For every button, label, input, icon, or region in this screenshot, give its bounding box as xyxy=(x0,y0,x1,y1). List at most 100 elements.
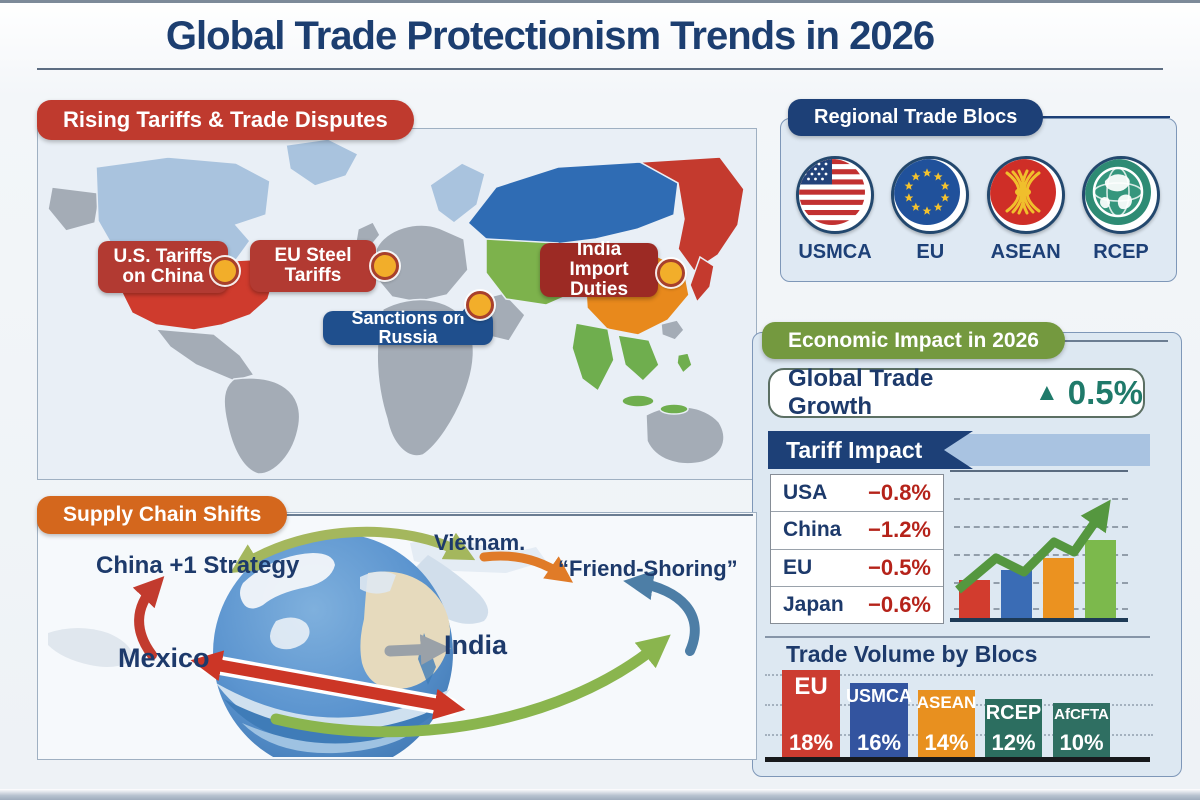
callout-india-duties-label: India Import Duties xyxy=(569,239,629,300)
econ-banner-line xyxy=(1035,340,1168,342)
volume-bar-pct: 10% xyxy=(1059,730,1104,755)
econ-divider xyxy=(765,636,1150,638)
tariff-row: EU −0.5% xyxy=(771,550,943,587)
tariff-row: China −1.2% xyxy=(771,512,943,550)
map-alaska xyxy=(47,186,101,232)
label-vietnam: Vietnam. xyxy=(434,530,526,555)
tariff-row-value: −0.5% xyxy=(868,554,931,580)
bloc-usmca: USMCA xyxy=(792,156,878,264)
bloc-eu-label: EU xyxy=(916,241,945,263)
mini-bar xyxy=(1043,558,1074,618)
volume-bar-name: EU xyxy=(794,673,828,700)
tariff-impact-table: USA −0.8% China −1.2% EU −0.5% Japan −0.… xyxy=(770,474,944,624)
world-map-panel xyxy=(37,128,757,480)
tariff-row: Japan −0.6% xyxy=(771,587,943,623)
mini-chart-topline xyxy=(950,470,1128,472)
tariff-row: USA −0.8% xyxy=(771,475,943,513)
us-flag-icon xyxy=(796,156,874,234)
map-marker-eu-icon xyxy=(371,252,399,280)
supply-chain-banner-label: Supply Chain Shifts xyxy=(63,503,262,526)
india-friendshoring-arrow-icon xyxy=(623,570,700,656)
callout-sanctions-russia: Sanctions on Russia xyxy=(323,304,493,347)
volume-bar-eu: EU 18% xyxy=(782,670,840,757)
global-trade-growth-box: Global Trade Growth ▲ 0.5% xyxy=(768,365,1145,420)
tariff-row-value: −0.8% xyxy=(868,480,931,506)
callout-sanctions-russia-label: Sanctions on Russia xyxy=(351,308,465,347)
bottom-border-strip xyxy=(0,789,1200,800)
bloc-asean: ASEAN xyxy=(983,156,1069,264)
india-swoosh-arrow-icon xyxy=(270,634,671,738)
gridline xyxy=(765,674,1153,676)
tariff-impact-header-label: Tariff Impact xyxy=(786,436,923,463)
tariff-row-country: USA xyxy=(783,481,828,505)
bloc-usmca-label: USMCA xyxy=(798,241,872,263)
volume-bar-afcfta: AfCFTA 10% xyxy=(1053,703,1110,757)
volume-bar-rcep: RCEP 12% xyxy=(985,699,1042,757)
asean-sheaf-icon xyxy=(986,156,1065,234)
bloc-rcep-label: RCEP xyxy=(1093,241,1149,263)
volume-bar-asean: ASEAN 14% xyxy=(917,690,976,757)
map-japan xyxy=(689,255,715,304)
gridline xyxy=(954,582,1128,584)
eu-stars-icon xyxy=(891,156,970,234)
callout-us-tariffs-label: U.S. Tariffs on China xyxy=(113,246,213,287)
trend-mini-chart xyxy=(950,470,1128,622)
bloc-rcep: RCEP xyxy=(1078,156,1164,264)
label-friend-shoring: “Friend-Shoring” xyxy=(558,556,738,581)
bloc-eu: EU xyxy=(887,156,973,264)
supply-chain-banner: Supply Chain Shifts xyxy=(37,496,288,534)
china-plus-one-arrow-icon xyxy=(230,526,476,573)
tariff-row-value: −1.2% xyxy=(868,517,931,543)
top-border-strip xyxy=(0,0,1200,3)
volume-bar-pct: 14% xyxy=(924,730,969,755)
gridline xyxy=(954,608,1128,610)
mini-bar xyxy=(1085,540,1116,618)
blocs-banner-line xyxy=(1000,116,1170,118)
mini-chart-baseline xyxy=(950,618,1128,622)
page-title: Global Trade Protectionism Trends in 202… xyxy=(165,14,935,58)
volume-bar-name: USMCA xyxy=(846,686,912,706)
gridline xyxy=(954,498,1128,500)
trade-blocs-banner-label: Regional Trade Blocs xyxy=(814,106,1018,128)
rcep-globe-icon xyxy=(1081,156,1160,234)
vietnam-friendshoring-arrow-icon xyxy=(479,551,574,583)
map-marker-russia-icon xyxy=(466,291,494,319)
label-india: India xyxy=(444,630,508,660)
volume-bar-name: RCEP xyxy=(985,702,1042,724)
supply-chain-graphic xyxy=(48,526,700,757)
bloc-asean-label: ASEAN xyxy=(990,241,1061,263)
world-map xyxy=(47,138,745,475)
trend-arrow-icon xyxy=(955,499,1111,594)
title-divider xyxy=(37,68,1163,70)
india-shift-arrow-icon xyxy=(384,634,452,666)
trade-blocs-row: USMCA EU xyxy=(792,156,1164,264)
mini-bar xyxy=(1001,570,1032,618)
map-greenland xyxy=(285,138,360,187)
supply-banner-line xyxy=(265,514,753,516)
gridline xyxy=(954,526,1128,528)
callout-india-duties: India Import Duties xyxy=(540,239,661,300)
label-mexico: Mexico xyxy=(118,643,210,673)
mexico-trade-arrow-icon xyxy=(190,650,466,720)
growth-value: 0.5% xyxy=(1067,374,1143,411)
tariff-impact-header: Tariff Impact xyxy=(768,431,1150,469)
growth-label: Global Trade Growth xyxy=(788,365,934,420)
tariff-row-country: China xyxy=(783,518,842,542)
trade-volume-heading: Trade Volume by Blocs xyxy=(786,641,1038,667)
volume-bar-name: AfCFTA xyxy=(1054,706,1109,723)
trade-volume-chart: EU 18% USMCA 16% ASEAN 14% RCEP 12% AfCF… xyxy=(765,668,1153,762)
economic-impact-banner: Economic Impact in 2026 xyxy=(762,322,1065,359)
map-russia-west xyxy=(466,161,679,245)
volume-bar-usmca: USMCA 16% xyxy=(846,683,912,757)
tariff-row-value: −0.6% xyxy=(868,591,931,617)
volume-bar-pct: 12% xyxy=(991,730,1036,755)
map-marker-usa-icon xyxy=(211,257,239,285)
volume-bar-pct: 16% xyxy=(856,730,902,755)
tariff-row-country: EU xyxy=(783,555,813,579)
trade-blocs-banner: Regional Trade Blocs xyxy=(788,99,1044,136)
mexico-reshoring-arrow-icon xyxy=(132,576,165,660)
volume-bar-pct: 18% xyxy=(788,730,834,755)
rising-tariffs-banner: Rising Tariffs & Trade Disputes xyxy=(37,100,414,140)
label-china-plus-one: China +1 Strategy xyxy=(96,552,300,579)
